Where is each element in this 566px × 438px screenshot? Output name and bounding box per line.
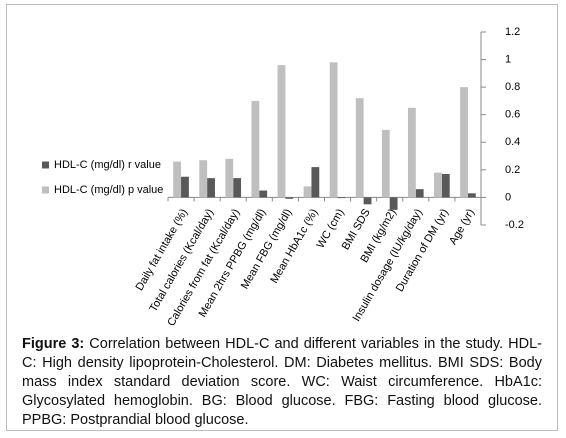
bar xyxy=(407,107,416,198)
bar xyxy=(415,189,424,198)
bar xyxy=(207,178,215,198)
bar xyxy=(460,87,468,198)
y-tick-label: 0.4 xyxy=(505,136,520,148)
bar xyxy=(233,178,242,198)
legend-label: HDL-C (mg/dl) r value xyxy=(54,159,161,171)
x-tick-label: Age (yr) xyxy=(447,207,477,247)
bar xyxy=(389,197,398,210)
bar xyxy=(173,161,182,198)
bar xyxy=(381,129,390,198)
caption: Figure 3: Correlation between HDL-C and … xyxy=(22,335,542,430)
x-tick-label: Mean HbA1c (%) xyxy=(268,207,320,286)
bar xyxy=(329,62,338,198)
y-tick-label: 0.6 xyxy=(505,109,520,121)
legend-swatch xyxy=(42,161,49,169)
legend-swatch xyxy=(42,186,49,194)
figure-frame xyxy=(6,4,558,431)
bar xyxy=(441,173,450,198)
y-tick-label: 1.2 xyxy=(505,26,520,38)
bar xyxy=(251,100,260,198)
y-tick-label: 0.8 xyxy=(505,81,520,93)
caption-label: Figure 3: xyxy=(22,336,85,352)
bar xyxy=(285,197,294,199)
y-tick-label: 0 xyxy=(505,191,511,203)
bar xyxy=(303,186,312,198)
bar xyxy=(311,167,320,198)
bar xyxy=(355,98,364,198)
bar xyxy=(259,190,268,198)
bar xyxy=(467,193,476,198)
caption-text: Correlation between HDL-C and different … xyxy=(22,336,542,428)
y-tick-label: -0.2 xyxy=(505,219,524,231)
bar xyxy=(225,158,234,198)
bar xyxy=(363,197,372,205)
bar xyxy=(181,176,189,198)
y-tick-label: 1 xyxy=(505,53,511,65)
bar xyxy=(434,172,442,198)
bar xyxy=(337,197,346,199)
bar xyxy=(199,160,208,198)
legend-label: HDL-C (mg/dl) p value xyxy=(54,184,163,196)
y-tick-label: 0.2 xyxy=(505,164,520,176)
bar xyxy=(277,65,286,198)
